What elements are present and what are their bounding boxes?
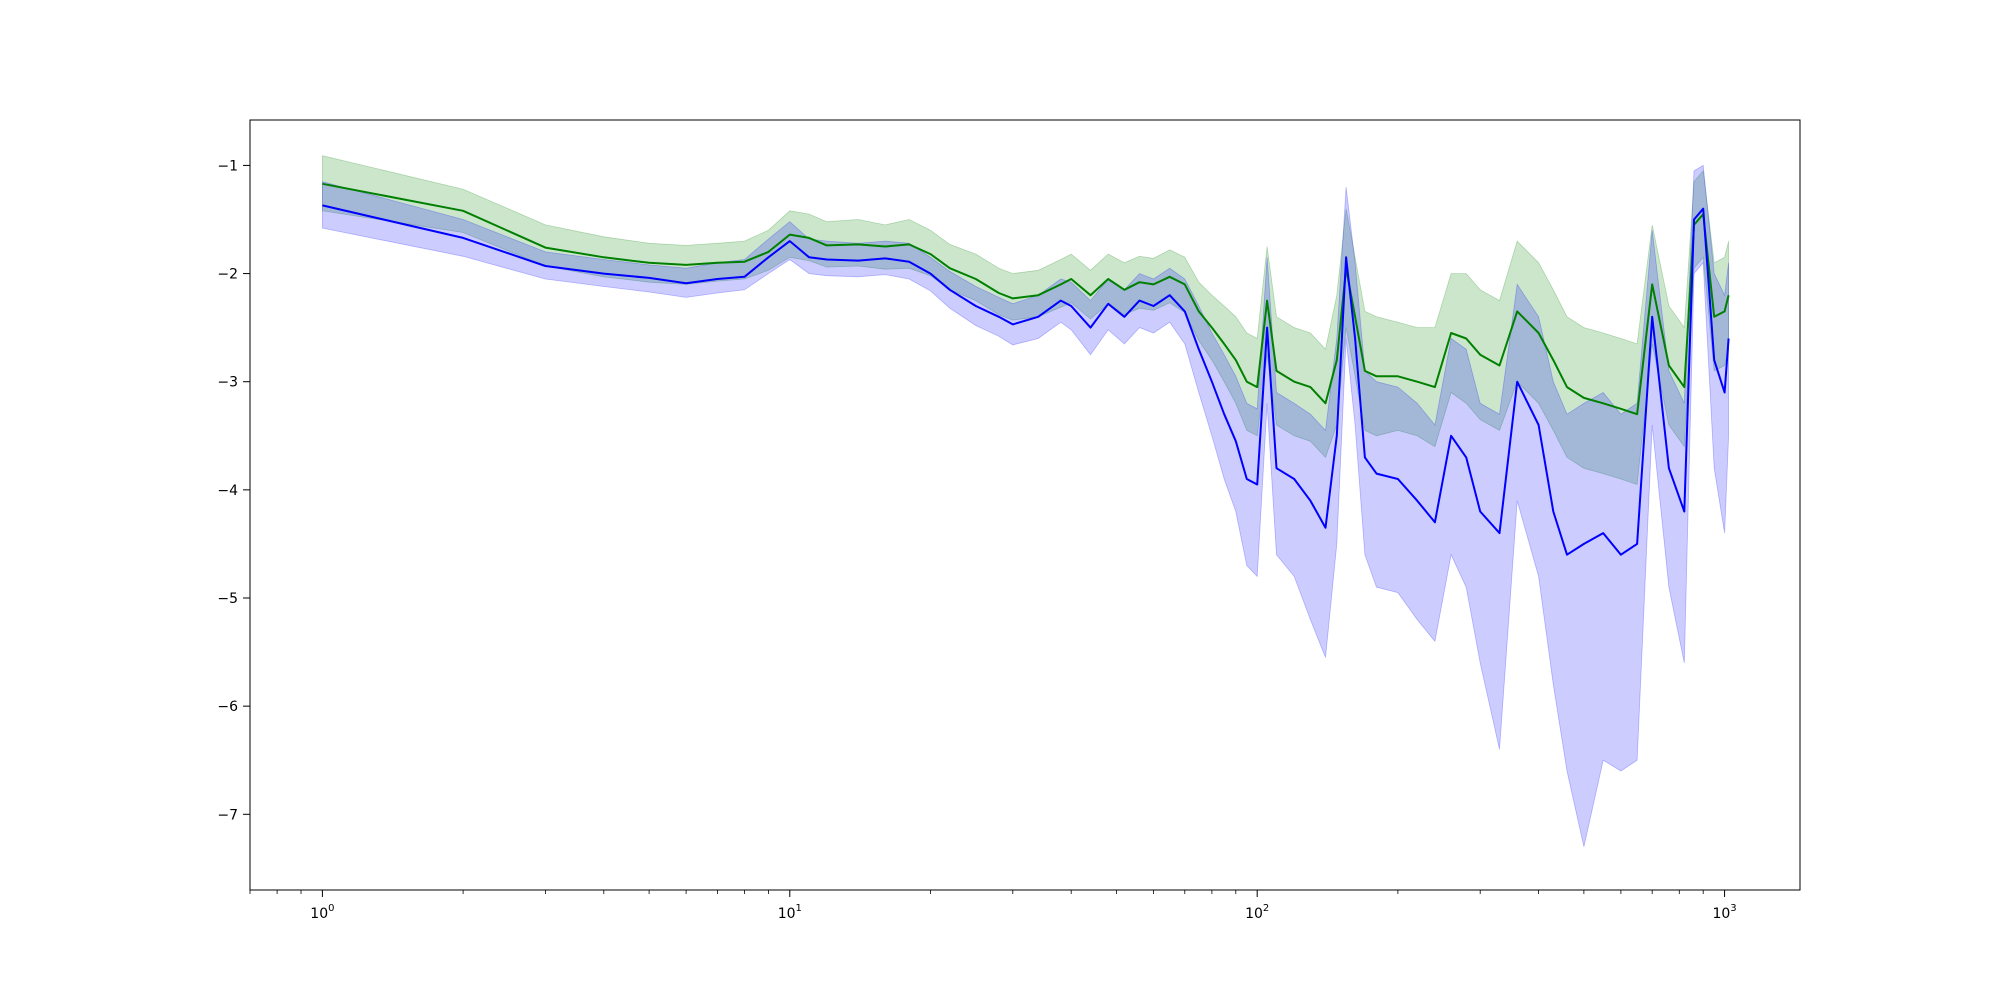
y-axis: −1 −2 −3 −4 −5 −6 −7 (217, 158, 250, 823)
y-tick-label: −5 (217, 591, 238, 607)
x-axis: 100 101 102 103 (249, 890, 1737, 922)
x-tick-label: 102 (1245, 903, 1269, 922)
x-tick-label: 103 (1712, 903, 1736, 922)
x-tick-label: 101 (778, 903, 802, 922)
series-0-line (322, 182, 1730, 416)
series-1-band (322, 164, 1729, 847)
y-tick-label: −1 (217, 158, 238, 174)
y-tick-label: −2 (217, 267, 238, 283)
plot-area (322, 155, 1730, 847)
series-1-line (322, 204, 1730, 556)
x-tick-label: 100 (310, 903, 334, 922)
y-tick-label: −6 (217, 699, 238, 715)
y-tick-label: −7 (217, 807, 238, 823)
plot-frame (249, 119, 1801, 891)
y-tick-label: −4 (217, 483, 238, 499)
y-tick-label: −3 (217, 375, 238, 391)
